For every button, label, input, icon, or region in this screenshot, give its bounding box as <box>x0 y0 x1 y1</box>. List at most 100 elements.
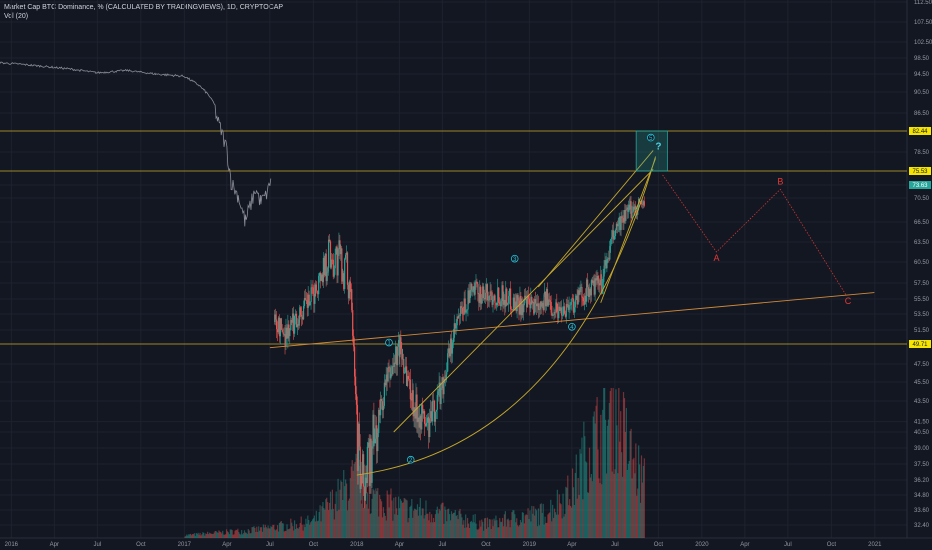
candle-body <box>520 296 522 316</box>
volume-bar <box>353 463 355 538</box>
time-tick-label: Apr <box>50 542 59 548</box>
volume-bar <box>497 527 499 538</box>
volume-bar <box>493 518 495 538</box>
volume-bar <box>423 518 425 538</box>
volume-bar <box>480 526 482 538</box>
volume-bar <box>494 520 496 538</box>
candle-body <box>627 207 629 212</box>
candle-body <box>354 376 357 395</box>
volume-bar <box>610 388 612 538</box>
volume-bar <box>419 498 421 538</box>
candle-body <box>329 241 332 268</box>
price-axis-badge <box>909 167 931 175</box>
candle-body <box>424 423 427 426</box>
volume-bar <box>281 523 283 538</box>
candle-body <box>330 259 333 268</box>
candle-body <box>582 297 584 302</box>
volume-bar <box>594 423 596 538</box>
chart-header: Market Cap BTC Dominance, % (CALCULATED … <box>4 3 283 21</box>
candle-body <box>579 287 581 295</box>
volume-bar <box>290 518 292 538</box>
candle-body <box>547 299 549 306</box>
price-tick-label: 36.20 <box>914 478 930 484</box>
candle-body <box>580 286 582 288</box>
volume-bar <box>317 520 319 538</box>
candle-body <box>430 411 432 419</box>
volume-bar <box>579 449 581 538</box>
candle-body <box>515 301 517 312</box>
candle-body <box>321 274 324 283</box>
candle-body <box>641 204 644 205</box>
candle-body <box>353 335 355 347</box>
volume-bar <box>357 455 359 538</box>
volume-bar <box>523 523 525 538</box>
candle-body <box>379 409 381 416</box>
volume-bar <box>389 494 391 538</box>
volume-bar <box>495 515 497 538</box>
volume-bar <box>438 508 440 538</box>
volume-bar <box>551 521 553 538</box>
volume-bar <box>401 502 403 538</box>
volume-bar <box>406 500 408 538</box>
candle-body <box>608 258 610 260</box>
candle-body <box>472 286 474 291</box>
volume-bar <box>211 533 213 538</box>
volume-bar <box>198 534 200 538</box>
volume-bar <box>432 517 435 538</box>
volume-bar <box>430 522 432 538</box>
volume-bar <box>518 526 520 538</box>
volume-bar <box>323 508 325 538</box>
candle-body <box>374 438 376 444</box>
time-tick-label: Apr <box>222 542 231 548</box>
volume-bar <box>558 494 560 538</box>
candle-body <box>480 286 482 304</box>
time-axis[interactable]: 2016 Apr Jul Oct 2017 Apr Jul Oct 2018 Apr Jul Oct 2… <box>5 542 883 548</box>
symbol-title[interactable]: Market Cap BTC Dominance, % (CALCULATED … <box>4 4 284 11</box>
volume-bar <box>203 532 205 538</box>
volume-bar <box>185 535 187 538</box>
candle-body <box>587 279 589 288</box>
price-tick-label: 33.60 <box>914 508 930 514</box>
volume-bar <box>420 515 422 538</box>
volume-bar <box>450 511 453 538</box>
volume-bar <box>234 530 236 538</box>
volume-bar <box>421 508 423 538</box>
candle-body <box>323 257 325 276</box>
volume-bar <box>277 531 280 538</box>
candle-body <box>611 237 613 240</box>
volume-bar <box>535 510 538 538</box>
candle-body <box>318 275 320 295</box>
candle-body <box>560 307 562 311</box>
volume-bar <box>496 520 498 538</box>
volume-indicator-label[interactable]: Vol (20) <box>4 13 29 20</box>
candle-body <box>334 253 336 269</box>
volume-bar <box>633 457 635 538</box>
candle-body <box>587 287 590 297</box>
candle-body <box>521 304 523 316</box>
candle-body <box>544 291 547 307</box>
candle-body <box>510 309 513 310</box>
candle-body <box>622 217 624 223</box>
candle-body <box>621 216 623 218</box>
volume-bar <box>332 508 334 538</box>
candle-body <box>285 327 287 346</box>
volume-bar <box>213 532 215 538</box>
wave-marker-label: 5 <box>649 136 653 142</box>
price-tick-label: 47.50 <box>914 362 930 368</box>
volume-bar <box>374 494 376 538</box>
candle-body <box>539 301 541 310</box>
volume-bar <box>566 487 568 538</box>
price-tick-label: 78.50 <box>914 150 930 156</box>
candle-body <box>370 438 372 483</box>
volume-bar <box>498 527 500 538</box>
volume-bar <box>221 533 223 538</box>
candle-body <box>358 423 360 447</box>
candle-body <box>478 294 480 303</box>
candle-body <box>362 454 365 487</box>
volume-bar <box>643 458 645 538</box>
price-axis[interactable]: 112.50 107.50 102.50 98.50 94.50 90.50 86.50 82… <box>909 0 932 529</box>
volume-bar <box>599 483 601 538</box>
volume-bar <box>600 414 602 538</box>
candle-body <box>504 299 506 307</box>
